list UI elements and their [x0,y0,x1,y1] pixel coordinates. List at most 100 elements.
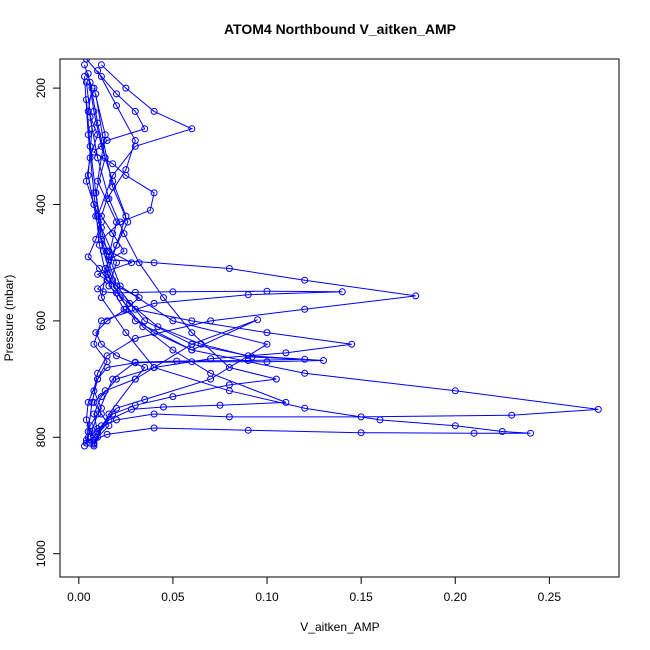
data-point [113,102,120,110]
data-point [128,405,135,413]
series-line [89,82,352,444]
data-point [169,393,177,401]
data-series [90,84,534,444]
x-axis-title: V_aitken_AMP [300,620,379,634]
data-point [131,305,139,313]
data-point [150,189,158,197]
y-axis-title: Pressure (mbar) [2,275,16,362]
data-point [81,61,88,69]
series-line [93,87,531,441]
data-point [263,329,271,337]
data-point [154,323,162,331]
data-point [263,287,271,295]
data-point [282,398,290,406]
data-point [109,160,117,168]
data-point [150,259,158,267]
data-point [97,393,105,401]
series-line [84,64,343,447]
data-series [84,70,602,441]
data-point [94,375,102,383]
data-point [94,154,102,162]
data-point [169,317,177,325]
data-point [101,387,109,395]
data-point [376,416,384,424]
data-point [451,387,459,395]
data-point [122,329,130,337]
data-point [169,346,177,354]
data-point [97,61,105,69]
data-point [160,403,167,411]
data-point [97,317,105,325]
data-point [94,410,102,418]
data-point [124,218,132,226]
data-point [116,294,124,302]
data-point [470,429,478,437]
data-point [92,90,100,98]
data-point [244,291,252,299]
data-point [150,299,158,307]
data-point [188,340,196,348]
data-point [103,430,111,438]
data-point [338,288,346,296]
data-point [109,171,117,179]
data-point [109,410,117,418]
data-point [254,316,262,324]
data-point [169,288,177,296]
series-line [84,76,258,445]
data-point [594,405,602,413]
x-tick-label: 0.15 [349,590,373,604]
x-tick-label: 0.10 [255,590,279,604]
series-line [93,64,269,444]
data-point [82,439,90,447]
data-point [451,422,459,430]
data-point [97,294,105,302]
data-point [173,357,181,365]
data-point [263,340,271,348]
data-point [126,299,134,307]
x-tick-label: 0.00 [67,590,91,604]
data-point [131,288,139,296]
y-tick-label: 800 [34,427,48,447]
data-point [103,364,111,371]
data-point [113,352,120,360]
data-point [272,375,280,383]
data-point [90,440,98,448]
data-point [527,429,534,437]
data-point [150,424,158,432]
data-point [105,195,113,203]
data-point [94,285,102,293]
data-point [92,329,100,337]
x-tick-label: 0.05 [161,590,185,604]
data-point [131,334,139,342]
data-point [92,189,100,197]
data-point [348,340,356,348]
series-line [89,117,277,432]
data-point [109,183,117,191]
data-point [146,206,154,214]
data-point [188,125,196,133]
data-point [131,375,139,383]
data-point [160,294,167,302]
data-point [101,154,109,162]
data-point [135,259,143,267]
data-point [109,375,117,383]
data-point [113,90,120,98]
data-point [97,340,105,348]
data-point [99,247,107,255]
data-point [263,358,271,366]
data-point [188,358,196,366]
data-point [105,416,113,424]
data-point [84,398,92,406]
data-point [131,107,139,115]
data-point [188,329,196,337]
data-point [101,265,109,272]
data-point [301,305,309,313]
data-point [282,349,290,357]
data-point [86,433,94,441]
data-point [150,364,158,371]
series-line [87,73,599,438]
data-series [90,61,271,447]
data-point [225,364,233,371]
x-tick-label: 0.20 [444,590,468,604]
